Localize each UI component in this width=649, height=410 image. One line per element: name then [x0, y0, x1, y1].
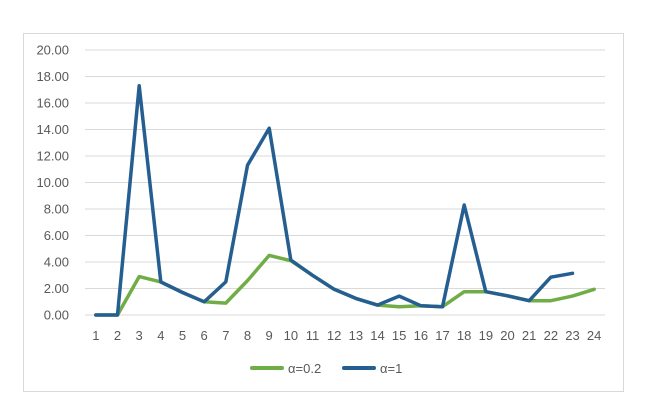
y-tick-label: 4.00: [44, 255, 69, 270]
y-tick-label: 10.00: [36, 175, 69, 190]
legend-label: α=0.2: [288, 361, 321, 376]
x-tick-label: 10: [284, 328, 298, 343]
chart-frame: [23, 33, 624, 392]
x-tick-label: 22: [544, 328, 558, 343]
x-tick-label: 3: [136, 328, 143, 343]
y-tick-label: 18.00: [36, 69, 69, 84]
x-tick-label: 20: [500, 328, 514, 343]
x-tick-label: 18: [457, 328, 471, 343]
x-tick-label: 1: [92, 328, 99, 343]
series-line-1: [94, 84, 575, 317]
x-tick-label: 15: [392, 328, 406, 343]
x-tick-label: 5: [179, 328, 186, 343]
y-tick-label: 16.00: [36, 96, 69, 111]
x-tick-label: 16: [414, 328, 428, 343]
x-tick-label: 9: [266, 328, 273, 343]
x-tick-label: 6: [201, 328, 208, 343]
x-tick-label: 13: [349, 328, 363, 343]
x-tick-label: 21: [522, 328, 536, 343]
y-tick-label: 20.00: [36, 43, 69, 58]
x-tick-label: 14: [370, 328, 384, 343]
x-tick-label: 4: [157, 328, 164, 343]
y-tick-label: 6.00: [44, 228, 69, 243]
x-tick-label: 19: [479, 328, 493, 343]
x-tick-label: 2: [114, 328, 121, 343]
x-tick-label: 8: [244, 328, 251, 343]
y-tick-label: 8.00: [44, 202, 69, 217]
legend-label: α=1: [380, 361, 402, 376]
x-tick-label: 7: [222, 328, 229, 343]
y-tick-label: 2.00: [44, 281, 69, 296]
x-tick-label: 11: [306, 328, 320, 343]
y-tick-label: 14.00: [36, 122, 69, 137]
x-tick-label: 17: [435, 328, 449, 343]
y-tick-label: 0.00: [44, 308, 69, 323]
x-tick-label: 12: [327, 328, 341, 343]
x-tick-label: 23: [565, 328, 579, 343]
y-tick-label: 12.00: [36, 149, 69, 164]
x-tick-label: 24: [587, 328, 601, 343]
